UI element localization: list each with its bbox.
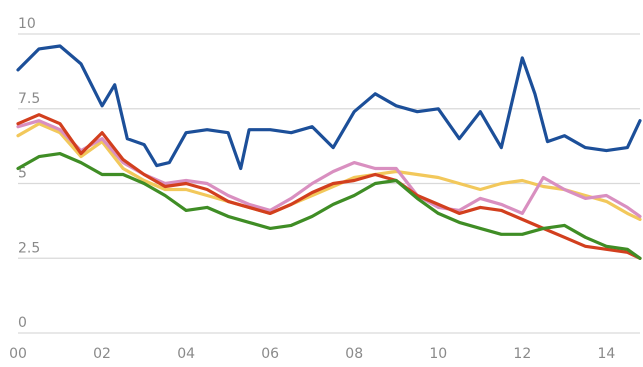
x-tick-label: 00 [9,346,27,362]
y-tick-label: 7.5 [18,91,40,107]
x-tick-label: 02 [93,346,111,362]
series-line-1 [16,122,642,221]
series-line-5 [16,44,642,171]
y-tick-label: 2.5 [18,240,40,256]
x-tick-label: 06 [261,346,279,362]
series-line-4 [16,152,642,260]
y-tick-label: 5 [18,166,27,182]
x-tick-label: 12 [513,346,531,362]
series-lines [16,44,642,260]
series-line-2 [16,119,642,218]
x-tick-label: 14 [597,346,615,362]
y-tick-label: 10 [18,16,36,32]
x-tick-label: 04 [177,346,195,362]
x-tick-label: 08 [345,346,363,362]
grid-lines [18,33,640,334]
y-axis-tick-labels: 0 2.5 5 7.5 10 [18,16,40,331]
y-tick-label: 0 [18,315,27,331]
x-tick-label: 10 [429,346,447,362]
x-axis-tick-labels: 00 02 04 06 08 10 12 14 [9,346,615,362]
